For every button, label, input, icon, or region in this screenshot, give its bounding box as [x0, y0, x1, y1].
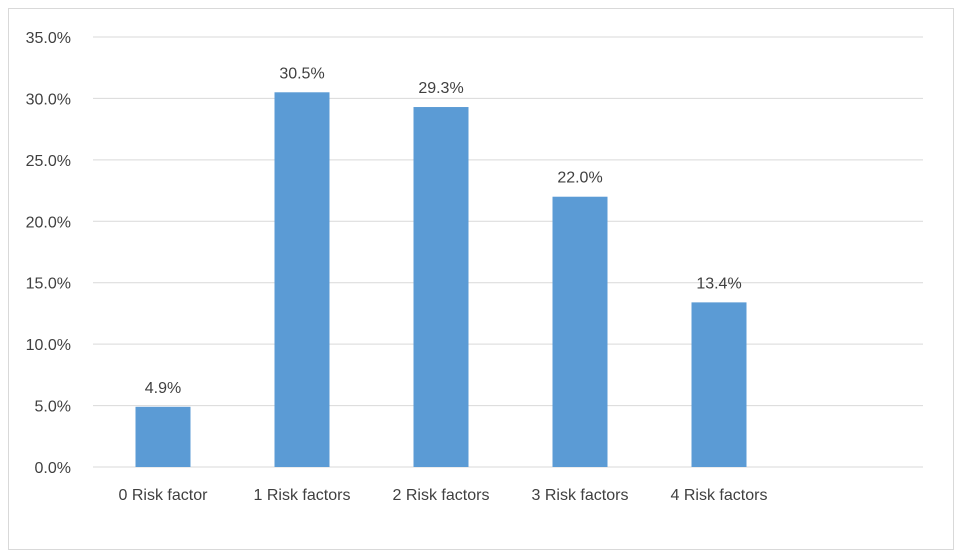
- y-axis-tick-labels: 0.0% 5.0% 10.0% 15.0% 20.0% 25.0% 30.0% 35.0%: [26, 30, 71, 477]
- x-tick-label: 4 Risk factors: [671, 487, 768, 504]
- y-tick-label: 5.0%: [35, 399, 71, 416]
- data-label: 13.4%: [696, 275, 741, 292]
- gridlines: [93, 36, 923, 468]
- y-tick-label: 10.0%: [26, 337, 71, 354]
- bar-chart: 0.0% 5.0% 10.0% 15.0% 20.0% 25.0% 30.0% 35.0% 4…: [26, 30, 923, 504]
- bar: [413, 107, 469, 468]
- y-tick-label: 30.0%: [26, 91, 71, 108]
- x-tick-label: 2 Risk factors: [393, 487, 490, 504]
- y-tick-label: 0.0%: [35, 460, 71, 477]
- x-tick-label: 1 Risk factors: [254, 487, 351, 504]
- data-label: 30.5%: [279, 65, 324, 82]
- x-tick-label: 3 Risk factors: [532, 487, 629, 504]
- bar: [552, 196, 608, 467]
- data-label: 22.0%: [557, 170, 602, 187]
- x-tick-label: 0 Risk factor: [119, 487, 209, 504]
- chart-area: 0.0% 5.0% 10.0% 15.0% 20.0% 25.0% 30.0% 35.0% 4…: [8, 8, 954, 550]
- bar: [274, 92, 330, 468]
- data-label: 29.3%: [418, 80, 463, 97]
- y-tick-label: 15.0%: [26, 276, 71, 293]
- y-tick-label: 20.0%: [26, 214, 71, 231]
- bar: [691, 302, 747, 467]
- bars: [135, 92, 747, 468]
- data-labels: 4.9% 30.5% 29.3% 22.0% 13.4%: [145, 65, 742, 397]
- data-label: 4.9%: [145, 380, 181, 397]
- y-tick-label: 35.0%: [26, 30, 71, 47]
- x-axis-tick-labels: 0 Risk factor 1 Risk factors 2 Risk factor…: [119, 487, 768, 504]
- bar: [135, 406, 191, 467]
- y-tick-label: 25.0%: [26, 153, 71, 170]
